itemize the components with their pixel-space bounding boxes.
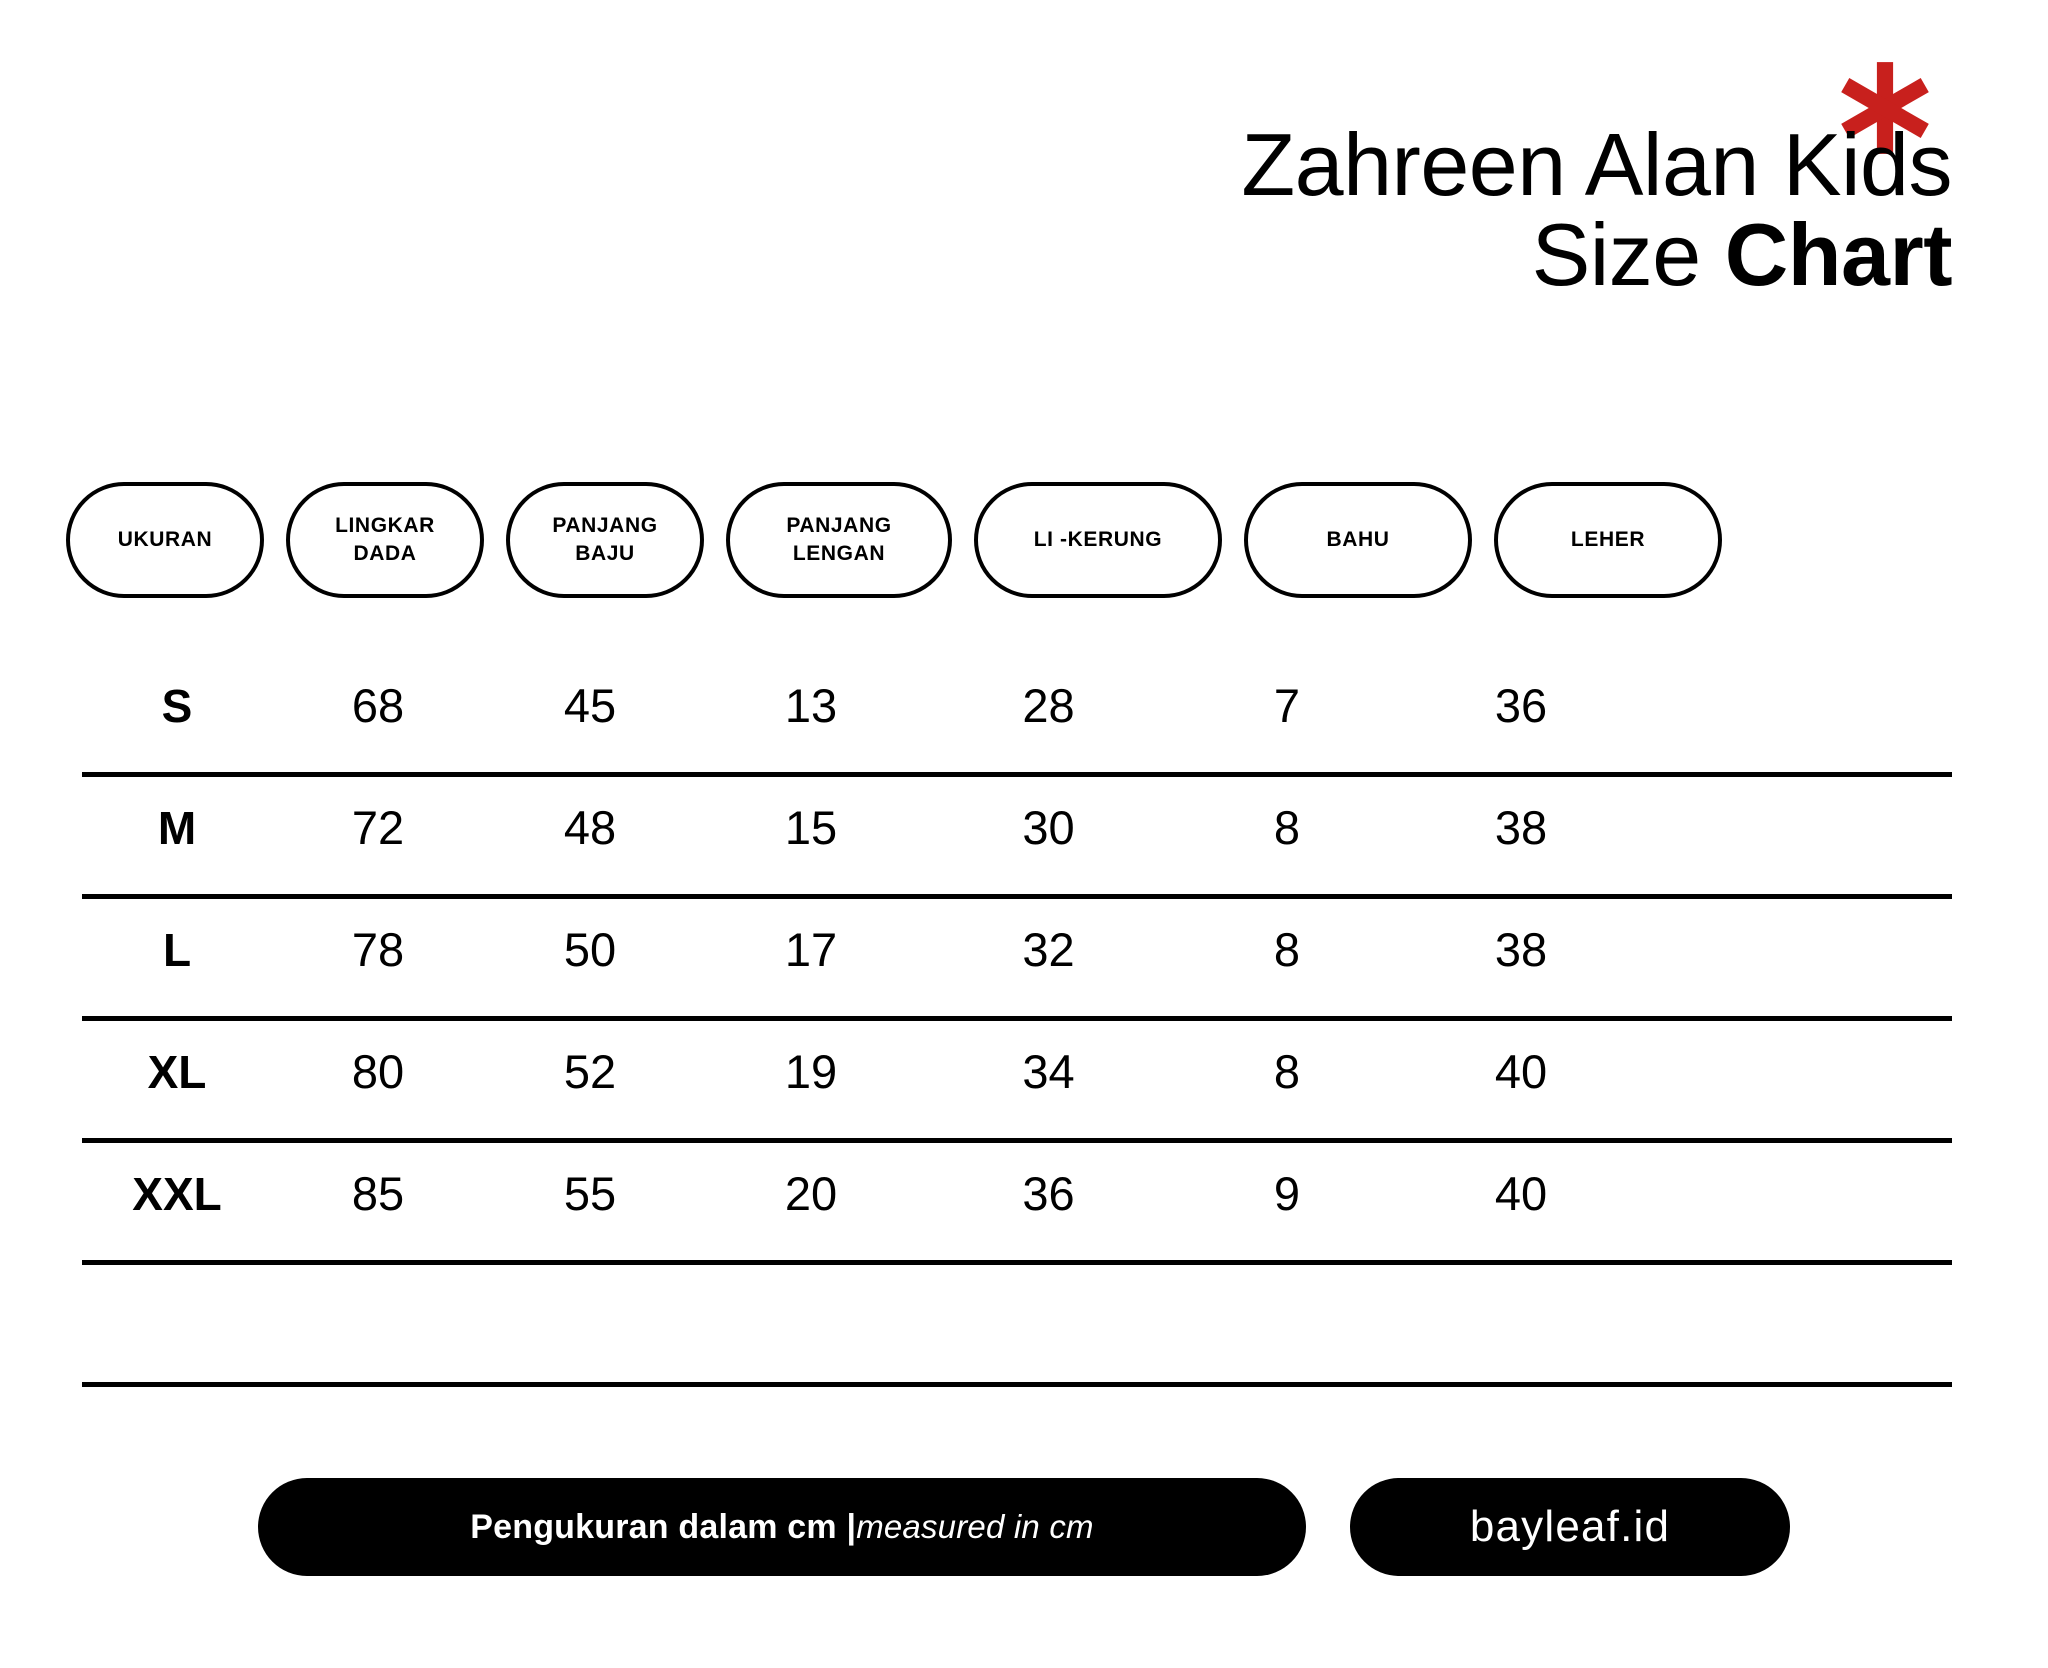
cell-panjang-baju: 45 xyxy=(563,679,617,732)
column-header-lingkar-dada: LINGKAR DADA xyxy=(286,482,484,598)
cell-panjang-lengan: 20 xyxy=(784,1167,838,1220)
cell-panjang-baju: 50 xyxy=(563,923,617,976)
measurement-note-badge: Pengukuran dalam cm | measured in cm xyxy=(258,1478,1306,1576)
column-header-panjang-baju: PANJANG BAJU xyxy=(506,482,704,598)
cell-leher: 38 xyxy=(1494,801,1548,854)
cell-leher: 40 xyxy=(1494,1167,1548,1220)
size-chart-table: S 68 45 13 28 7 36 M 72 48 15 30 8 38 L … xyxy=(82,655,1952,1387)
table-row: L 78 50 17 32 8 38 xyxy=(82,899,1952,1021)
column-header-line: LENGAN xyxy=(792,542,886,565)
cell-size xyxy=(82,1316,272,1332)
cell-li-kerung: 32 xyxy=(1022,923,1075,976)
column-header-line: PANJANG xyxy=(786,514,892,538)
cell-size: M xyxy=(157,801,197,854)
column-header-line: LINGKAR xyxy=(335,514,435,538)
cell-bahu: 7 xyxy=(1273,679,1301,732)
cell-lingkar-dada: 72 xyxy=(351,801,405,854)
cell-lingkar-dada: 68 xyxy=(351,679,405,732)
cell-lingkar-dada: 85 xyxy=(351,1167,405,1220)
column-header-line: PANJANG xyxy=(552,514,658,538)
table-row: M 72 48 15 30 8 38 xyxy=(82,777,1952,899)
column-header-line: BAJU xyxy=(575,542,635,565)
cell-leher: 38 xyxy=(1494,923,1548,976)
cell-panjang-lengan: 15 xyxy=(784,801,838,854)
column-header-panjang-lengan: PANJANG LENGAN xyxy=(726,482,952,598)
cell-panjang-lengan xyxy=(696,1316,926,1332)
table-row: XXL 85 55 20 36 9 40 xyxy=(82,1143,1952,1265)
cell-panjang-baju xyxy=(484,1316,696,1332)
cell-li-kerung: 30 xyxy=(1022,801,1075,854)
title-line-size-chart: Size Chart xyxy=(1241,209,1953,300)
title-line-brand: Zahreen Alan Kids xyxy=(1241,115,1952,214)
cell-bahu: 8 xyxy=(1273,1045,1301,1098)
title-chart-word: Chart xyxy=(1724,204,1953,304)
column-header-line: BAHU xyxy=(1326,528,1390,552)
cell-bahu: 8 xyxy=(1273,801,1301,854)
column-header-line: LEHER xyxy=(1570,528,1646,552)
footer: Pengukuran dalam cm | measured in cm bay… xyxy=(0,1478,2048,1576)
column-header-leher: LEHER xyxy=(1494,482,1722,598)
asterisk-icon xyxy=(1840,62,1930,154)
cell-size: S xyxy=(161,679,193,732)
cell-bahu: 8 xyxy=(1273,923,1301,976)
table-row: S 68 45 13 28 7 36 xyxy=(82,655,1952,777)
cell-li-kerung: 28 xyxy=(1022,679,1075,732)
cell-li-kerung xyxy=(926,1316,1171,1332)
cell-li-kerung: 34 xyxy=(1022,1045,1075,1098)
brand-badge: bayleaf.id xyxy=(1350,1478,1790,1576)
cell-leher: 40 xyxy=(1494,1045,1548,1098)
cell-bahu: 9 xyxy=(1273,1167,1301,1220)
cell-panjang-baju: 48 xyxy=(563,801,617,854)
column-header-bahu: BAHU xyxy=(1244,482,1472,598)
cell-li-kerung: 36 xyxy=(1022,1167,1075,1220)
cell-leher: 36 xyxy=(1494,679,1548,732)
cell-lingkar-dada xyxy=(272,1316,484,1332)
column-header-li-kerung: LI -KERUNG xyxy=(974,482,1222,598)
column-header-line: DADA xyxy=(353,542,417,565)
measurement-note-id: Pengukuran dalam cm | xyxy=(470,1507,857,1546)
cell-lingkar-dada: 78 xyxy=(351,923,405,976)
column-header-line: UKURAN xyxy=(117,528,213,552)
page-title: Zahreen Alan Kids Size Chart xyxy=(1241,120,1952,300)
cell-panjang-lengan: 19 xyxy=(784,1045,838,1098)
column-header-line: LI -KERUNG xyxy=(1033,528,1163,552)
cell-panjang-lengan: 13 xyxy=(784,679,838,732)
table-row: XL 80 52 19 34 8 40 xyxy=(82,1021,1952,1143)
cell-leher xyxy=(1403,1316,1639,1332)
cell-panjang-baju: 52 xyxy=(563,1045,617,1098)
measurement-note-en: measured in cm xyxy=(856,1508,1094,1545)
cell-panjang-lengan: 17 xyxy=(784,923,838,976)
brand-name: bayleaf.id xyxy=(1469,1502,1671,1551)
cell-bahu xyxy=(1171,1316,1403,1332)
table-row-empty xyxy=(82,1265,1952,1387)
cell-size: XL xyxy=(147,1045,207,1098)
cell-size: XXL xyxy=(132,1167,222,1220)
title-size-word: Size xyxy=(1531,204,1725,304)
column-header-row: UKURAN LINGKAR DADA PANJANG BAJU PANJANG… xyxy=(66,482,1982,598)
cell-size: L xyxy=(162,923,192,976)
cell-panjang-baju: 55 xyxy=(563,1167,617,1220)
cell-lingkar-dada: 80 xyxy=(351,1045,405,1098)
column-header-ukuran: UKURAN xyxy=(66,482,264,598)
